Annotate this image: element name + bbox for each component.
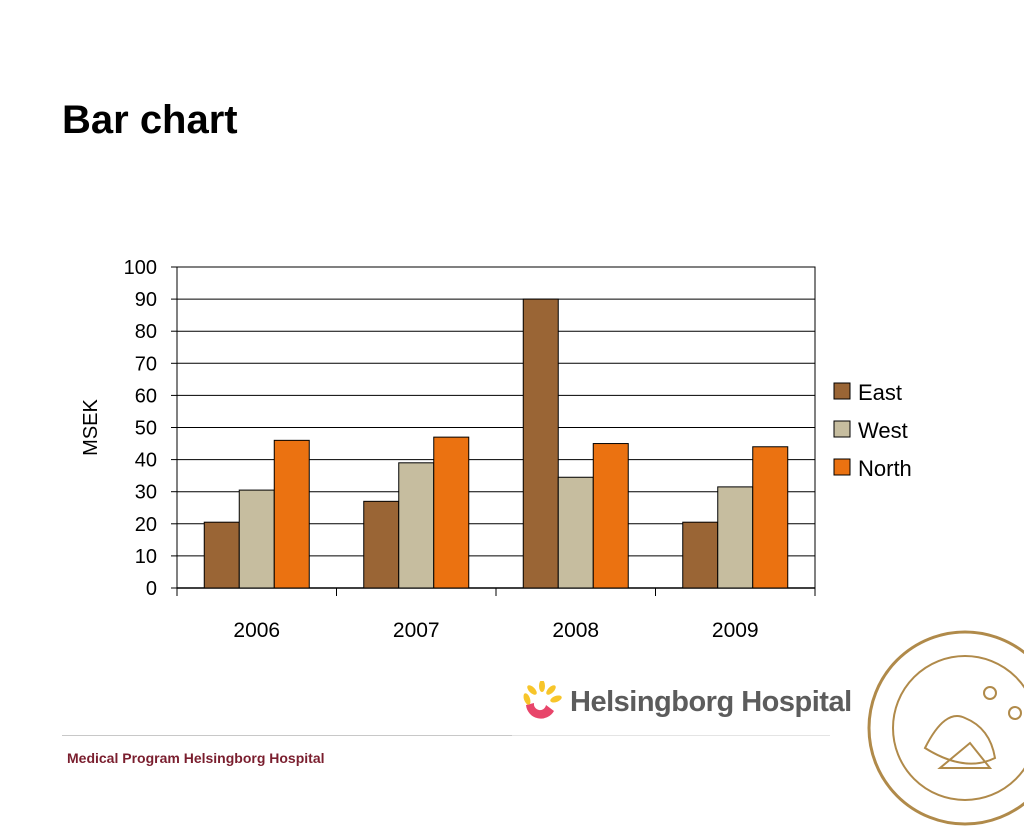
- y-tick-label: 40: [135, 450, 157, 472]
- legend-swatch-west: [833, 420, 851, 438]
- bar-west-2007: [398, 462, 435, 589]
- y-tick-label: 0: [146, 578, 157, 600]
- legend-swatch-east: [833, 382, 851, 400]
- y-tick-label: 60: [135, 385, 157, 407]
- x-tick-label: 2006: [233, 619, 280, 642]
- legend-label-west: West: [858, 418, 908, 443]
- legend-label-north: North: [858, 456, 912, 481]
- x-tick-label: 2009: [712, 619, 759, 642]
- y-tick-label: 50: [135, 418, 157, 440]
- footer-divider-right: [512, 735, 830, 736]
- bar-east-2006: [203, 521, 240, 589]
- footer-divider: [62, 735, 512, 736]
- x-tick-label: 2008: [552, 619, 599, 642]
- y-tick-label: 90: [135, 289, 157, 311]
- legend-label-east: East: [858, 380, 902, 405]
- y-tick-label: 10: [135, 546, 157, 568]
- slide-title: Bar chart: [62, 98, 238, 142]
- hospital-logo: Helsingborg Hospital: [520, 680, 852, 724]
- footer-text: Medical Program Helsingborg Hospital: [67, 750, 325, 766]
- university-seal-icon: [867, 630, 1024, 826]
- bar-east-2007: [363, 500, 400, 589]
- bar-east-2009: [682, 521, 719, 589]
- bar-west-2008: [557, 476, 594, 589]
- y-tick-label: 20: [135, 514, 157, 536]
- y-tick-label: 30: [135, 482, 157, 504]
- bar-north-2007: [433, 436, 470, 589]
- y-axis-title: MSEK: [80, 399, 102, 456]
- bar-chart: 0 10 20 30 40 50 60 70 80 90 100 2006 2007 2008 2009 MS…: [80, 257, 912, 642]
- y-tick-label: 80: [135, 321, 157, 343]
- bar-west-2009: [717, 486, 754, 589]
- sun-logo-icon: [523, 681, 562, 719]
- legend-swatch-north: [833, 458, 851, 476]
- x-tick-label: 2007: [393, 619, 440, 642]
- hospital-name: Helsingborg Hospital: [570, 685, 852, 718]
- bar-east-2008: [522, 298, 559, 589]
- y-tick-label: 70: [135, 353, 157, 375]
- bar-north-2009: [752, 446, 789, 589]
- bar-north-2006: [273, 439, 310, 589]
- y-tick-label: 100: [124, 257, 157, 279]
- bar-north-2008: [592, 443, 629, 589]
- bar-west-2006: [238, 489, 275, 589]
